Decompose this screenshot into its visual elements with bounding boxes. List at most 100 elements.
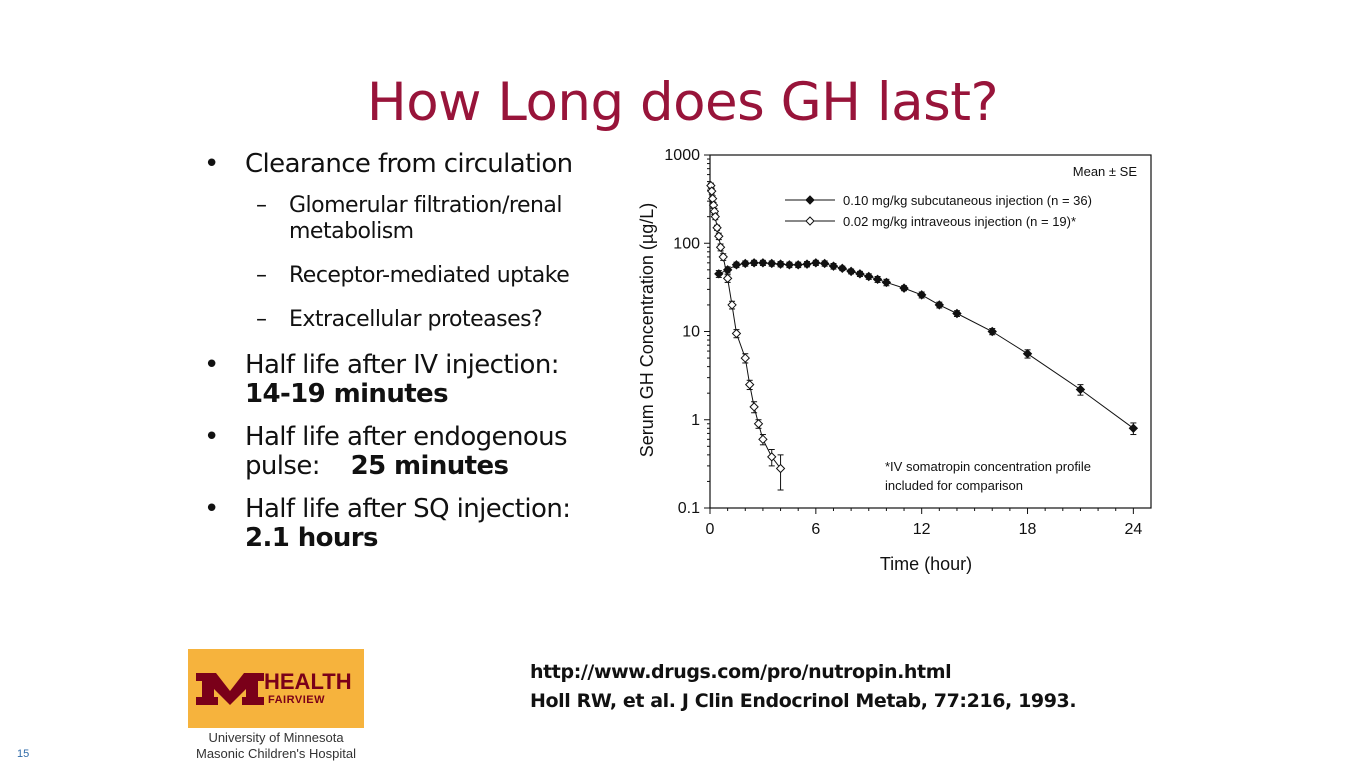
sc-data-point	[864, 271, 874, 282]
iv-data-point	[775, 463, 786, 474]
chart-annotation-line1: *IV somatropin concentration profile	[885, 459, 1091, 474]
sc-data-point	[881, 277, 892, 288]
bullet-text: Half life after SQ injection:	[245, 494, 571, 524]
bullet-sq: • Half life after SQ injection: 2.1 hour…	[200, 495, 620, 553]
iv-data-point	[744, 379, 755, 390]
logo-sub: FAIRVIEW	[268, 694, 325, 706]
gh-concentration-chart: 0 6 12 18 24 0.1 1 10 100 1000 0.10 mg/kg subcuta…	[637, 147, 1152, 574]
iv-data-point	[712, 223, 722, 233]
iv-data-point	[714, 231, 724, 241]
sc-data-point	[775, 259, 786, 269]
sc-data-point	[934, 300, 945, 310]
iv-data-point	[710, 211, 720, 222]
sc-data-point	[802, 259, 812, 269]
sub-bullet-filtration: – Glomerular filtration/renal metabolism	[200, 193, 620, 245]
iv-half-life-value: 14-19 minutes	[245, 379, 449, 409]
iv-data-point	[753, 419, 764, 429]
iv-data-point	[758, 434, 768, 445]
iv-data-point	[749, 402, 759, 412]
iv-data-point	[731, 328, 742, 339]
bullet-text: Half life after IV injection:	[245, 350, 559, 380]
legend-iv-marker	[805, 216, 815, 226]
logo-caption: University of Minnesota Masonic Children…	[188, 730, 364, 762]
iv-data-point	[715, 242, 726, 252]
x-tick-label: 18	[1019, 521, 1037, 538]
iv-data-point	[722, 273, 733, 284]
sc-data-point	[731, 260, 742, 270]
sc-data-point	[846, 266, 856, 277]
sc-data-point	[811, 258, 821, 268]
sc-data-point	[828, 261, 839, 271]
chart-ticks: 0 6 12 18 24 0.1 1 10 100 1000	[664, 147, 1142, 538]
sc-data-point	[767, 258, 777, 269]
sub-bullet-text: Glomerular filtration/renal	[289, 193, 563, 218]
bullet-text: Clearance from circulation	[245, 149, 573, 179]
chart-y-axis-label: Serum GH Concentration (µg/L)	[637, 203, 657, 457]
chart-annotation-line2: included for comparison	[885, 478, 1023, 493]
logo-word: HEALTH	[264, 669, 352, 694]
sc-data-point	[899, 283, 909, 293]
sc-data-point	[749, 258, 759, 268]
bullet-dash: –	[256, 307, 267, 332]
chart-legend: 0.10 mg/kg subcutaneous injection (n = 3…	[785, 193, 1092, 229]
slide-number: 15	[17, 748, 30, 760]
bullet-clearance: • Clearance from circulation	[200, 150, 620, 179]
bullet-dot: •	[204, 422, 219, 452]
logo-caption-line1: University of Minnesota	[208, 730, 344, 745]
reference-citation: Holl RW, et al. J Clin Endocrinol Metab,…	[530, 690, 1077, 712]
sub-bullet-text: Receptor-mediated uptake	[289, 263, 570, 288]
sc-data-point	[952, 308, 962, 319]
y-tick-label: 1	[691, 412, 700, 429]
bullet-dash: –	[256, 263, 267, 288]
references: http://www.drugs.com/pro/nutropin.html H…	[530, 658, 1077, 716]
sc-data-point	[740, 258, 750, 269]
sc-data-point	[987, 326, 997, 337]
sc-data-point	[819, 258, 830, 269]
bullet-dash: –	[256, 193, 267, 218]
sc-data-point	[1075, 384, 1086, 395]
x-tick-label: 6	[811, 521, 820, 538]
legend-sc-marker	[805, 195, 815, 205]
sc-data-point	[837, 263, 848, 274]
sc-data-point	[784, 260, 795, 270]
y-tick-label: 100	[673, 235, 700, 252]
sub-bullet-receptor: – Receptor-mediated uptake	[200, 263, 620, 289]
x-tick-label: 24	[1124, 521, 1142, 538]
y-tick-label: 1000	[664, 147, 700, 164]
reference-url: http://www.drugs.com/pro/nutropin.html	[530, 661, 952, 683]
iv-data-point	[718, 252, 728, 262]
x-tick-label: 12	[913, 521, 931, 538]
endo-half-life-value: 25 minutes	[350, 451, 509, 481]
sub-bullet-proteases: – Extracellular proteases?	[200, 307, 620, 333]
bullet-text: Half life after endogenous	[245, 422, 568, 452]
sc-data-point	[872, 274, 883, 285]
sc-data-point	[714, 269, 724, 279]
chart-corner-label: Mean ± SE	[1073, 164, 1138, 179]
sc-data-point	[1128, 423, 1139, 434]
sc-data-point	[758, 258, 768, 268]
iv-data-point	[767, 452, 777, 462]
bullet-iv: • Half life after IV injection: 14-19 mi…	[200, 351, 620, 409]
legend-label: 0.02 mg/kg intraveous injection (n = 19)…	[843, 214, 1076, 229]
legend-label: 0.10 mg/kg subcutaneous injection (n = 3…	[843, 193, 1092, 208]
bullet-dot: •	[204, 350, 219, 380]
iv-data-point	[740, 353, 750, 363]
y-tick-label: 0.1	[678, 500, 700, 517]
iv-data-point	[727, 300, 737, 310]
block-m-logo-icon	[196, 673, 264, 705]
logo-caption-line2: Masonic Children's Hospital	[196, 746, 356, 761]
y-tick-label: 10	[682, 324, 700, 341]
chart-series-marks	[706, 180, 1139, 491]
bullet-dot: •	[204, 149, 219, 179]
sub-bullet-text: Extracellular proteases?	[289, 307, 543, 332]
bullet-dot: •	[204, 494, 219, 524]
slide-title: How Long does GH last?	[366, 72, 999, 133]
bullet-text-2: pulse:	[245, 451, 321, 481]
bullet-endogenous: • Half life after endogenous pulse: 25 m…	[200, 423, 620, 481]
series-line	[718, 262, 1134, 429]
x-tick-label: 0	[706, 521, 715, 538]
health-fairview-logo: HEALTH FAIRVIEW	[188, 649, 364, 728]
sc-data-point	[916, 290, 927, 300]
sq-half-life-value: 2.1 hours	[245, 523, 378, 553]
sc-data-point	[855, 269, 865, 279]
